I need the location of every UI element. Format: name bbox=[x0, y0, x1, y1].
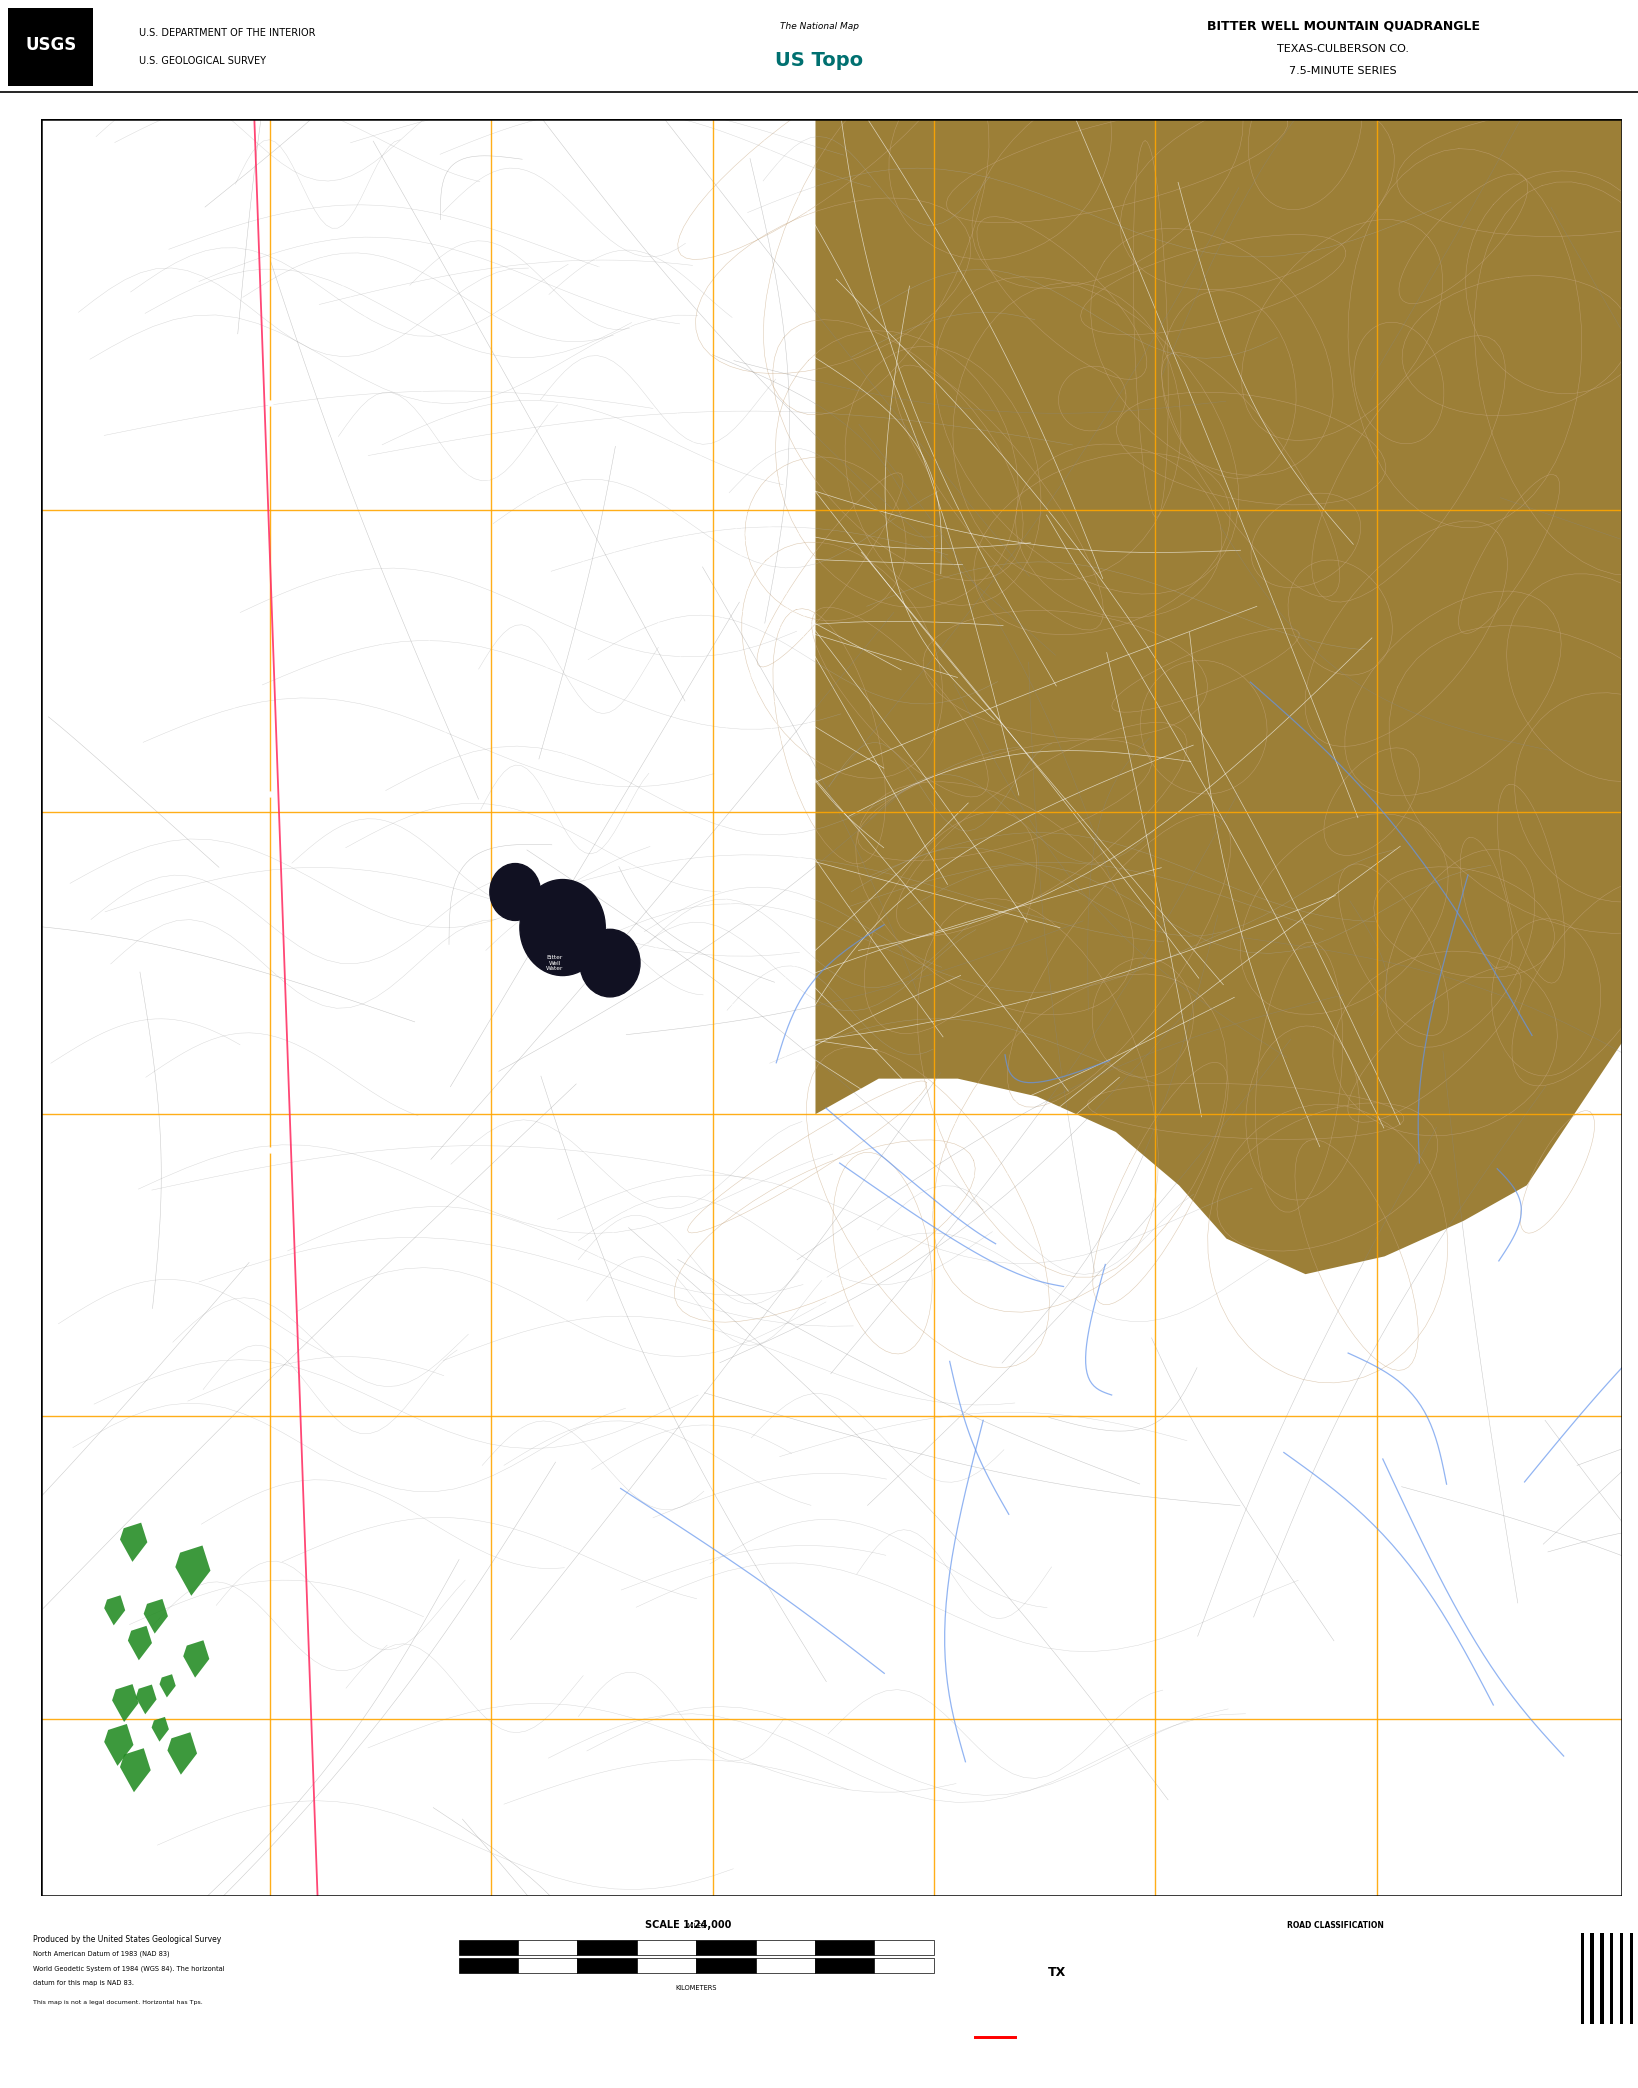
Polygon shape bbox=[128, 1627, 152, 1660]
Bar bbox=[814, 1959, 875, 1973]
Bar bbox=[1625, 1933, 1628, 2025]
Bar bbox=[875, 1959, 934, 1973]
Bar bbox=[459, 1959, 518, 1973]
Text: TEXAS-CULBERSON CO.: TEXAS-CULBERSON CO. bbox=[1278, 44, 1409, 54]
Text: Flat: Flat bbox=[716, 1723, 726, 1729]
Polygon shape bbox=[136, 1685, 157, 1714]
Text: KILOMETERS: KILOMETERS bbox=[675, 1986, 717, 1992]
Polygon shape bbox=[111, 1685, 139, 1723]
Polygon shape bbox=[159, 1675, 175, 1698]
Bar bbox=[1586, 1933, 1589, 2025]
Text: North American Datum of 1983 (NAD 83): North American Datum of 1983 (NAD 83) bbox=[33, 1950, 169, 1956]
Bar bbox=[1581, 1933, 1584, 2025]
Bar bbox=[696, 1959, 755, 1973]
Bar bbox=[696, 1940, 755, 1954]
Polygon shape bbox=[816, 119, 1622, 1274]
Text: USGS: USGS bbox=[25, 35, 77, 54]
Bar bbox=[1595, 1933, 1599, 2025]
Bar bbox=[1630, 1933, 1633, 2025]
Bar bbox=[578, 1959, 637, 1973]
Bar bbox=[1610, 1933, 1613, 2025]
Polygon shape bbox=[144, 1599, 169, 1633]
Text: Produced by the United States Geological Survey: Produced by the United States Geological… bbox=[33, 1936, 221, 1944]
Text: BITTER WELL MOUNTAIN QUADRANGLE: BITTER WELL MOUNTAIN QUADRANGLE bbox=[1207, 19, 1479, 33]
Bar bbox=[814, 1940, 875, 1954]
Circle shape bbox=[580, 929, 640, 996]
Text: science for a changing world: science for a changing world bbox=[20, 77, 82, 81]
Text: datum for this map is NAD 83.: datum for this map is NAD 83. bbox=[33, 1982, 134, 1986]
Polygon shape bbox=[105, 1595, 124, 1624]
Bar bbox=[755, 1940, 816, 1954]
Polygon shape bbox=[183, 1641, 210, 1677]
Text: The National Map: The National Map bbox=[780, 21, 858, 31]
Text: ROAD CLASSIFICATION: ROAD CLASSIFICATION bbox=[1286, 1921, 1384, 1929]
Text: SCALE 1:24,000: SCALE 1:24,000 bbox=[645, 1921, 731, 1929]
Text: TX: TX bbox=[1047, 1967, 1066, 1979]
Bar bbox=[875, 1940, 934, 1954]
Polygon shape bbox=[120, 1522, 147, 1562]
Bar bbox=[518, 1940, 578, 1954]
Bar bbox=[755, 1959, 816, 1973]
Circle shape bbox=[490, 864, 541, 921]
Text: This map is not a legal document. Horizontal has Tps.: This map is not a legal document. Horizo… bbox=[33, 2000, 203, 2004]
Polygon shape bbox=[152, 1716, 169, 1741]
Polygon shape bbox=[120, 1748, 151, 1792]
Bar bbox=[1605, 1933, 1609, 2025]
Bar bbox=[578, 1940, 637, 1954]
Text: 7.5-MINUTE SERIES: 7.5-MINUTE SERIES bbox=[1289, 67, 1397, 77]
Bar bbox=[1620, 1933, 1623, 2025]
Bar bbox=[1590, 1933, 1594, 2025]
Circle shape bbox=[519, 879, 606, 975]
Text: Bitter
Well
Water: Bitter Well Water bbox=[545, 954, 563, 971]
Text: U.S. GEOLOGICAL SURVEY: U.S. GEOLOGICAL SURVEY bbox=[139, 56, 267, 67]
Text: U.S. DEPARTMENT OF THE INTERIOR: U.S. DEPARTMENT OF THE INTERIOR bbox=[139, 27, 316, 38]
Bar bbox=[8, 8, 93, 86]
Polygon shape bbox=[175, 1545, 210, 1595]
Polygon shape bbox=[105, 1725, 133, 1766]
Bar bbox=[459, 1940, 518, 1954]
Bar bbox=[1635, 1933, 1638, 2025]
Bar bbox=[1615, 1933, 1618, 2025]
Polygon shape bbox=[167, 1733, 197, 1775]
Bar bbox=[518, 1959, 578, 1973]
Bar bbox=[637, 1940, 696, 1954]
Text: MILES: MILES bbox=[686, 1923, 706, 1929]
Text: US Topo: US Topo bbox=[775, 52, 863, 71]
Bar bbox=[637, 1959, 696, 1973]
Text: World Geodetic System of 1984 (WGS 84). The horizontal: World Geodetic System of 1984 (WGS 84). … bbox=[33, 1965, 224, 1971]
Bar bbox=[1600, 1933, 1604, 2025]
